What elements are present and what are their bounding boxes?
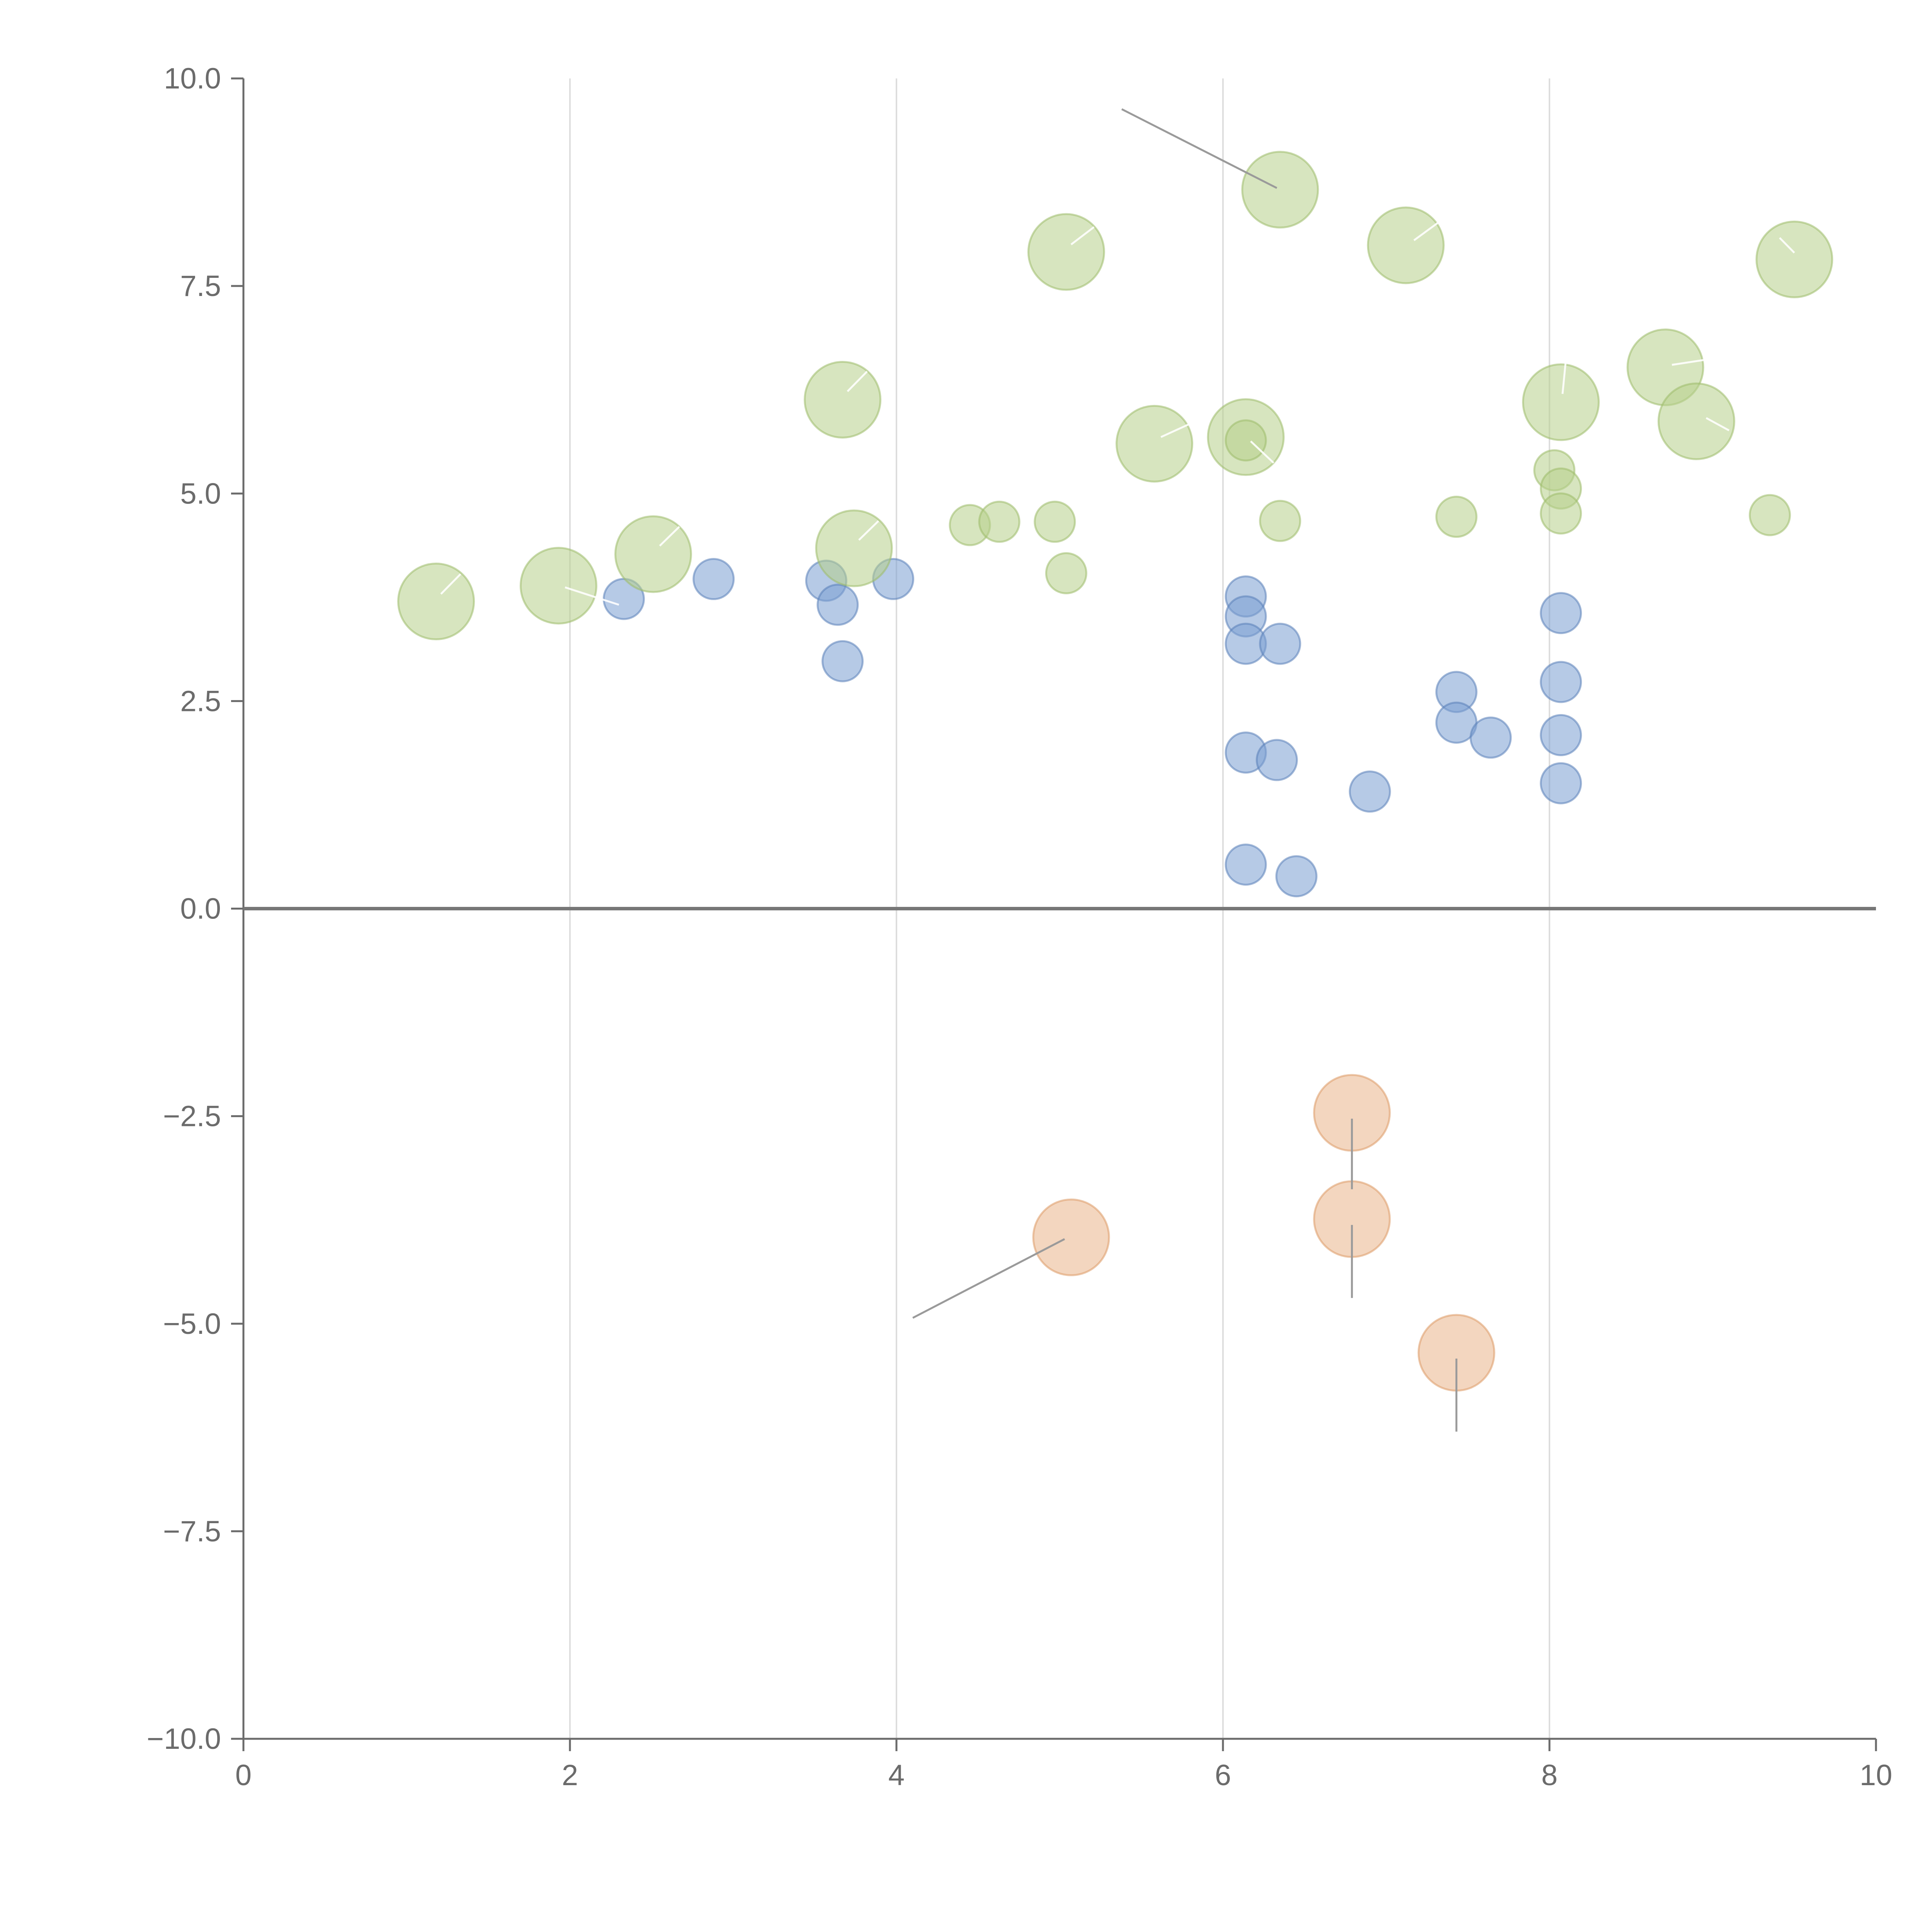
inner-leader-line xyxy=(1250,440,1274,464)
data-points xyxy=(397,151,1833,1392)
point-blue xyxy=(1225,844,1267,886)
point-green xyxy=(1540,492,1582,535)
inner-leader-line xyxy=(1561,361,1567,394)
point-blue xyxy=(1259,622,1301,665)
x-tick-label: 0 xyxy=(235,1759,252,1792)
point-orange xyxy=(1032,1198,1110,1276)
point-green xyxy=(804,361,882,439)
point-blue xyxy=(1540,762,1582,804)
x-tick-label: 6 xyxy=(1215,1759,1231,1792)
point-green xyxy=(1367,206,1445,284)
point-blue xyxy=(1540,714,1582,756)
inner-leader-line xyxy=(1706,417,1730,432)
point-blue xyxy=(1469,716,1512,759)
y-tick-label: 2.5 xyxy=(180,685,221,718)
inner-leader-line xyxy=(440,573,461,595)
tick-labels: 0 2 4 6 8 10 10.0 7.5 5.0 2.5 0.0 −2.5 −5.0 −7.5 −10.0 xyxy=(147,62,1893,1792)
inner-leader-line xyxy=(1160,421,1194,438)
point-green xyxy=(1225,419,1267,462)
point-green xyxy=(1241,151,1319,229)
point-blue xyxy=(821,640,864,682)
inner-leader-line xyxy=(659,526,680,547)
inner-leader-line xyxy=(565,586,619,606)
point-green xyxy=(614,515,692,593)
point-green xyxy=(1435,495,1478,538)
point-green xyxy=(1027,213,1105,291)
x-tick-label: 10 xyxy=(1860,1759,1893,1792)
annotation-leaders xyxy=(440,108,1795,1432)
point-green xyxy=(1755,220,1833,298)
point-blue xyxy=(1255,739,1298,781)
x-tick-label: 2 xyxy=(562,1759,578,1792)
y-tick-label: 0.0 xyxy=(180,893,221,925)
point-green xyxy=(1522,363,1600,441)
inner-leader-line xyxy=(858,520,879,541)
y-tick-label: −10.0 xyxy=(147,1723,221,1755)
tick-marks xyxy=(231,77,1877,1751)
point-blue xyxy=(692,558,735,600)
y-tick-label: −2.5 xyxy=(163,1100,221,1133)
point-green xyxy=(1657,382,1735,460)
x-tick-label: 4 xyxy=(888,1759,905,1792)
inner-leader-line xyxy=(1779,237,1795,253)
point-blue xyxy=(816,583,859,626)
point-blue xyxy=(1540,661,1582,703)
point-green xyxy=(1748,494,1791,536)
inner-leader-line xyxy=(1070,226,1095,245)
point-green xyxy=(519,547,597,625)
point-blue xyxy=(1540,592,1582,634)
leader-line xyxy=(912,1238,1065,1319)
inner-leader-line xyxy=(1413,220,1441,241)
point-blue xyxy=(1275,855,1318,898)
point-green xyxy=(978,500,1020,543)
point-green xyxy=(1034,500,1076,543)
y-tick-label: 7.5 xyxy=(180,270,221,303)
inner-leader-line xyxy=(1672,359,1705,366)
point-green xyxy=(1259,500,1301,542)
x-tick-label: 8 xyxy=(1541,1759,1558,1792)
leader-line xyxy=(1121,108,1277,189)
y-tick-label: −5.0 xyxy=(163,1308,221,1340)
point-green xyxy=(1045,552,1087,595)
axes xyxy=(242,78,1876,1740)
y-tick-label: 10.0 xyxy=(164,62,221,95)
inner-leader-line xyxy=(847,371,868,392)
point-green xyxy=(397,563,475,641)
y-tick-label: −7.5 xyxy=(163,1515,221,1548)
point-green xyxy=(1116,405,1194,483)
point-blue xyxy=(1349,770,1391,813)
y-tick-label: 5.0 xyxy=(180,477,221,510)
point-green xyxy=(815,509,893,587)
